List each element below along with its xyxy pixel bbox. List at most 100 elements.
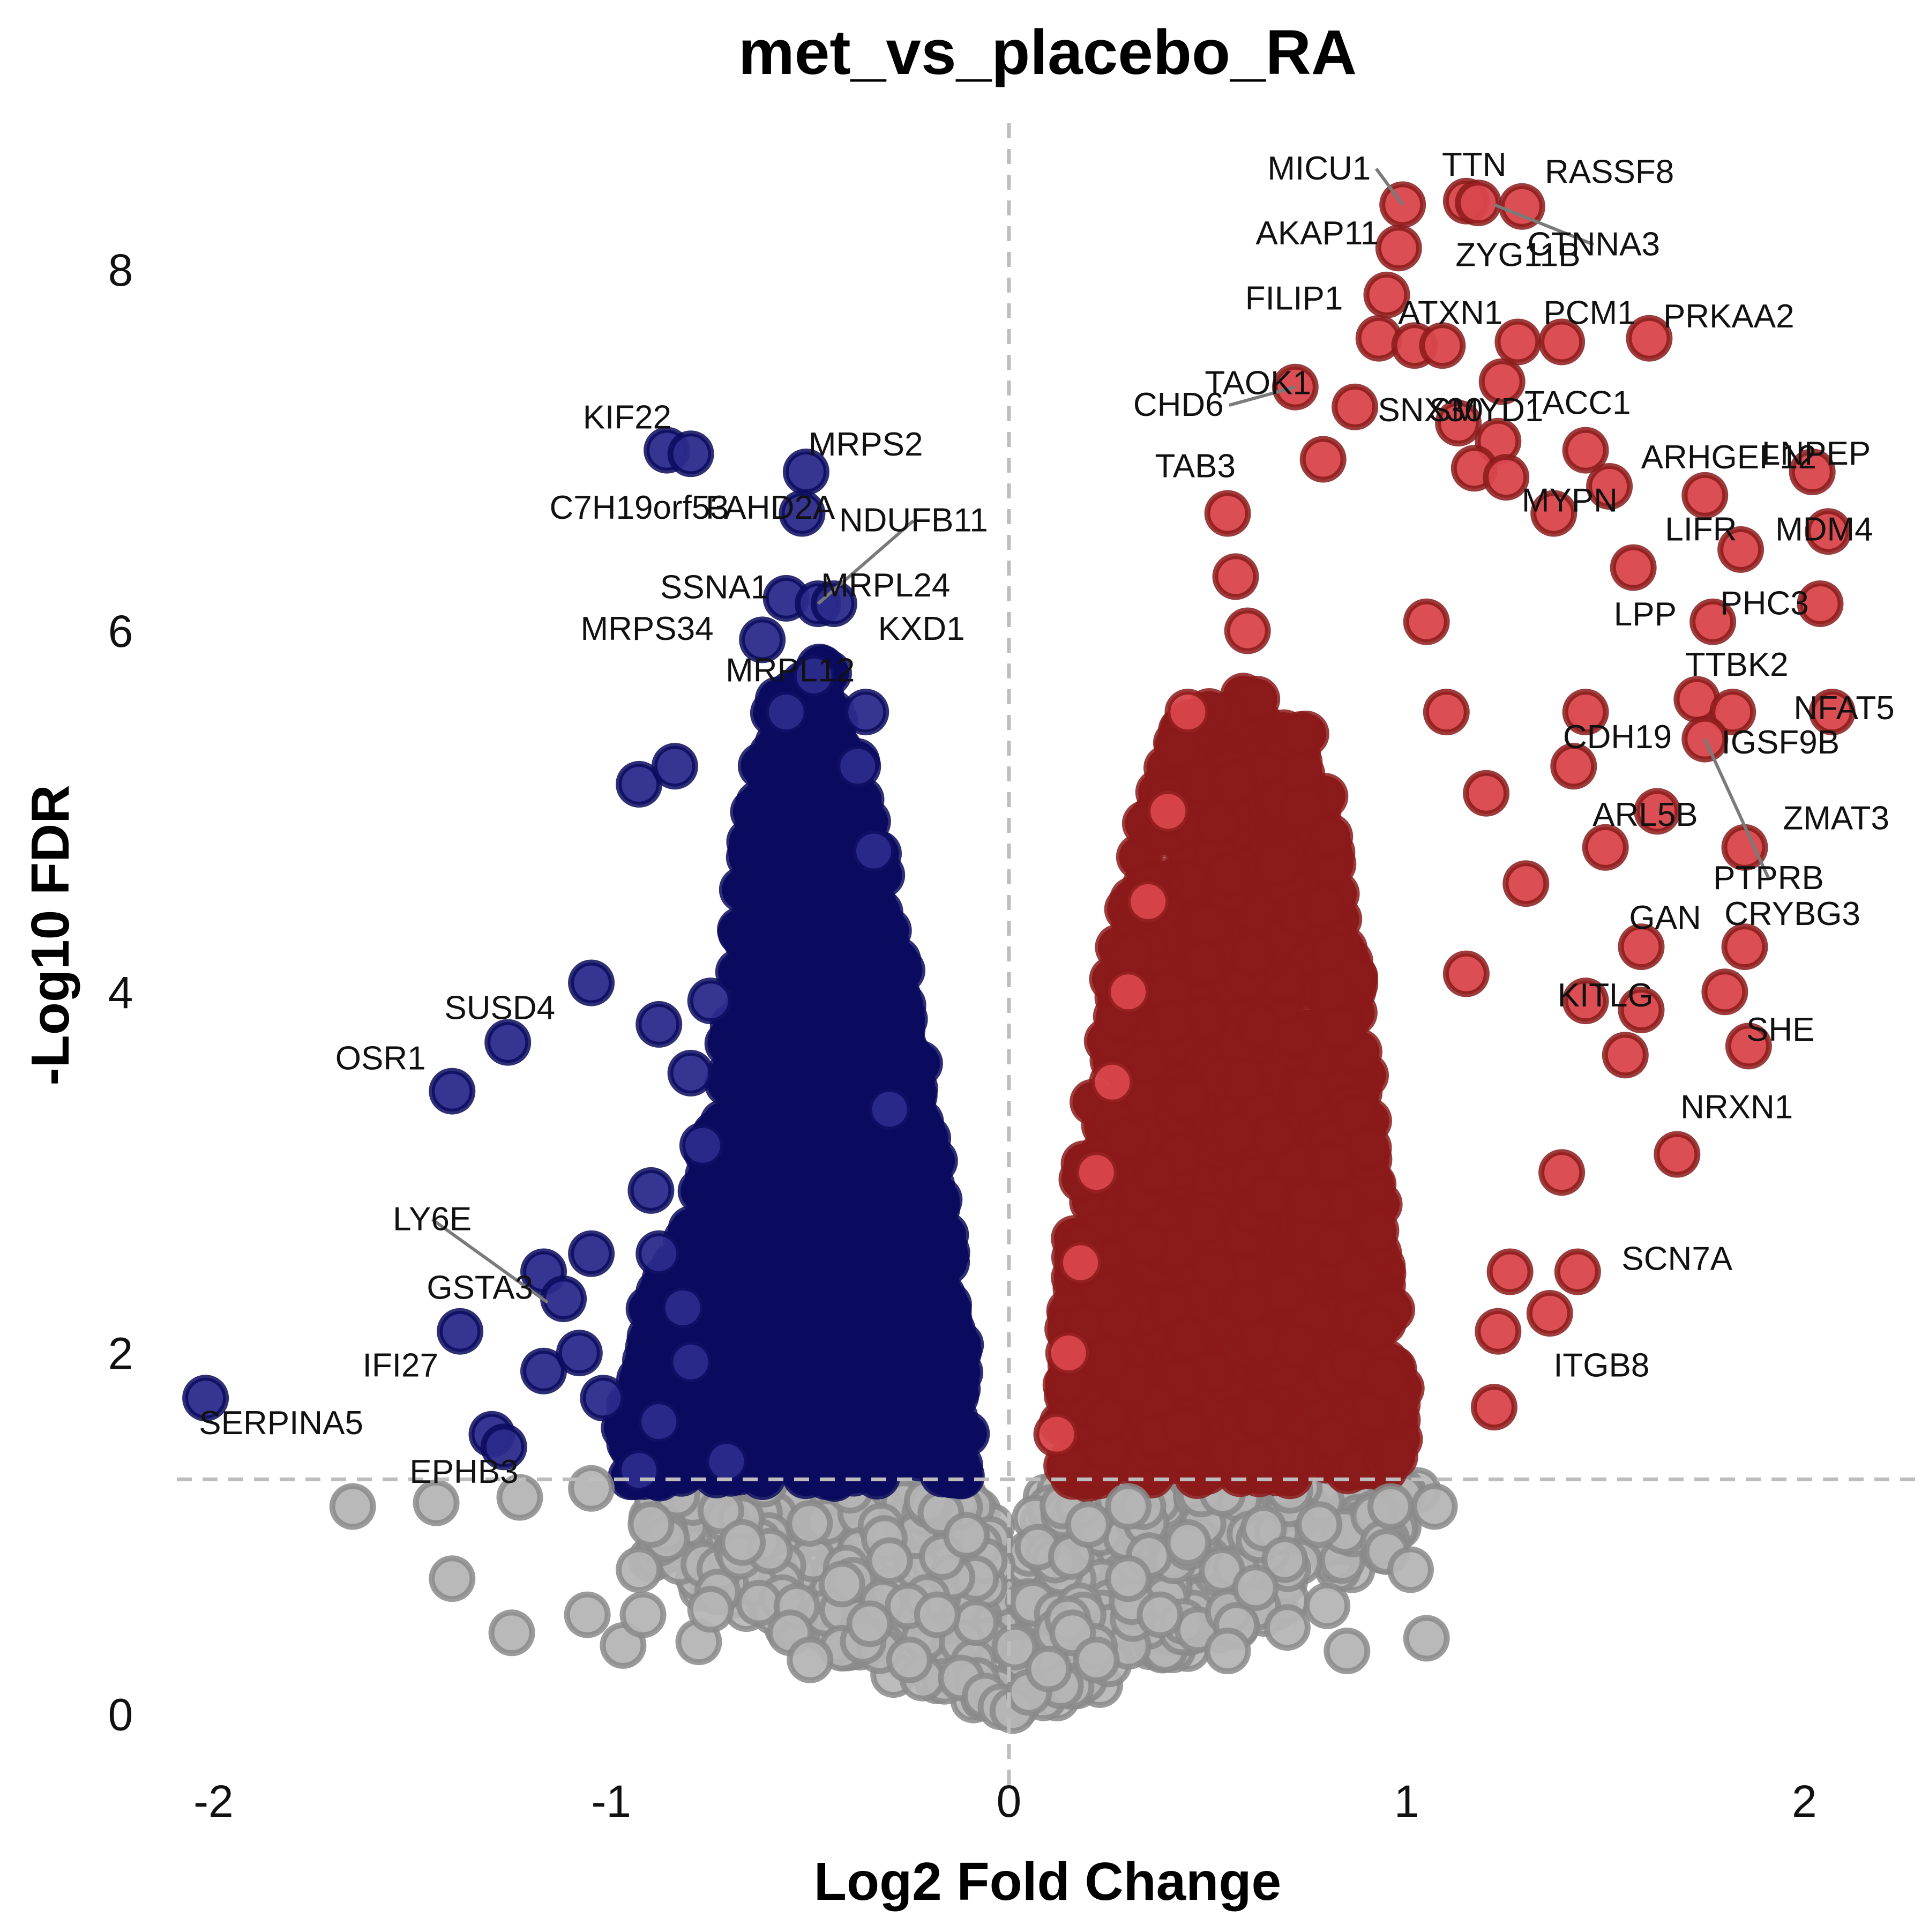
down-gene-point <box>762 689 810 736</box>
up-gene-point <box>1089 1058 1136 1106</box>
gene-label: SNX30 <box>1378 392 1483 429</box>
y-tick-label: 6 <box>108 606 133 657</box>
gene-label: GAN <box>1629 899 1701 936</box>
gene-label: C7H19orf53 <box>549 489 728 526</box>
gene-label: PRKAA2 <box>1663 298 1795 335</box>
y-tick-label: 2 <box>108 1329 133 1379</box>
gene-label: TTN <box>1442 146 1507 183</box>
gene-label: TACC1 <box>1524 385 1631 422</box>
up-gene-point <box>1478 358 1526 405</box>
down-gene-point <box>842 689 889 736</box>
up-gene-point <box>1105 968 1152 1016</box>
down-gene-point <box>896 1305 943 1352</box>
ns-gene-point <box>1296 1501 1343 1548</box>
ns-gene-point <box>1105 1555 1152 1602</box>
up-gene-point <box>1371 1433 1418 1480</box>
up-gene-point <box>1121 1219 1169 1266</box>
gene-label: TAB3 <box>1155 448 1236 485</box>
gene-label: NFAT5 <box>1793 690 1894 727</box>
gene-label: RASSF8 <box>1545 154 1674 191</box>
up-gene-point <box>1286 1179 1333 1226</box>
gene-label: OSR1 <box>335 1040 426 1077</box>
down-gene-point <box>616 760 663 808</box>
down-gene-point <box>568 959 615 1006</box>
gene-label: TTBK2 <box>1685 646 1789 683</box>
label-leaders <box>431 167 1770 1304</box>
y-tick-label: 4 <box>108 967 133 1018</box>
up-gene-point <box>1483 454 1530 501</box>
up-gene-point <box>1309 1222 1356 1270</box>
up-gene-point <box>1403 598 1450 645</box>
up-gene-point <box>1530 490 1577 537</box>
gene-label: LIFR <box>1665 511 1737 548</box>
gene-label: CRYBG3 <box>1724 896 1860 933</box>
up-gene-point <box>1709 689 1756 736</box>
up-gene-point <box>1681 472 1729 519</box>
up-gene-point <box>1204 490 1251 537</box>
down-gene-point <box>840 868 887 915</box>
x-tick-label: 1 <box>1394 1776 1419 1826</box>
up-gene-point <box>1033 1411 1080 1458</box>
density-layer <box>601 644 1441 1728</box>
up-gene-point <box>1283 1071 1330 1118</box>
down-gene-point <box>739 616 786 663</box>
ns-gene-point <box>719 1519 766 1566</box>
gene-label: ZYG11B <box>1455 237 1580 274</box>
up-gene-point <box>1219 1056 1266 1103</box>
down-gene-point <box>723 1148 771 1195</box>
down-gene-point <box>854 1377 901 1423</box>
up-gene-point <box>1224 607 1271 654</box>
up-gene-point <box>1442 950 1490 997</box>
up-gene-point <box>1161 1404 1208 1451</box>
up-gene-point <box>1654 1131 1701 1178</box>
down-gene-point <box>667 1338 714 1385</box>
down-gene-point <box>779 490 826 537</box>
up-gene-point <box>1375 225 1422 272</box>
up-gene-point <box>1550 743 1597 790</box>
ns-gene-point <box>818 1561 865 1608</box>
gene-label: SCN7A <box>1621 1241 1732 1278</box>
up-gene-point <box>1254 840 1302 887</box>
up-gene-point <box>1363 271 1410 318</box>
down-gene-point <box>480 1423 527 1471</box>
label-leader-line <box>1228 385 1296 407</box>
gene-label: ITGB8 <box>1553 1347 1649 1384</box>
gene-label: LPP <box>1614 596 1677 633</box>
down-gene-point <box>182 1375 229 1422</box>
down-gene-point <box>667 430 714 478</box>
down-gene-point <box>429 1068 476 1115</box>
down-gene-point <box>811 1063 858 1110</box>
down-gene-point <box>752 1067 799 1114</box>
gene-label: ARHGEF12 <box>1641 439 1816 476</box>
down-gene-point <box>540 1275 587 1322</box>
up-gene-point <box>1805 508 1852 555</box>
down-gene-point <box>908 1162 955 1209</box>
up-gene-point <box>1721 923 1768 971</box>
up-gene-point <box>1610 544 1657 591</box>
up-gene-point <box>1224 1280 1272 1327</box>
ns-gene-point <box>687 1586 734 1633</box>
reference-lines <box>177 123 1918 1790</box>
down-gene-point <box>762 1135 809 1182</box>
ns-gene-point <box>616 1546 663 1593</box>
down-gene-point <box>437 1308 484 1355</box>
gene-label: SUSD4 <box>444 989 555 1026</box>
ns-gene-point <box>786 1500 833 1547</box>
up-gene-point <box>1145 788 1192 835</box>
up-gene-point <box>1123 1039 1170 1086</box>
up-gene-point <box>1681 715 1729 763</box>
gene-label: SHE <box>1746 1011 1814 1048</box>
ns-gene-point <box>787 1636 834 1683</box>
down-gene-point <box>780 1096 827 1143</box>
up-gene-point <box>1538 1149 1586 1196</box>
up-gene-point <box>1361 1354 1408 1401</box>
up-gene-point <box>1502 860 1550 907</box>
up-gene-point <box>1318 1004 1365 1051</box>
gene-label: MRPS2 <box>809 426 923 463</box>
down-gene-point <box>776 1206 823 1253</box>
up-gene-point <box>1262 1270 1310 1317</box>
up-gene-point <box>1334 1251 1381 1298</box>
up-gene-point <box>1083 1336 1130 1383</box>
gene-label: FAHD2A <box>706 489 835 526</box>
